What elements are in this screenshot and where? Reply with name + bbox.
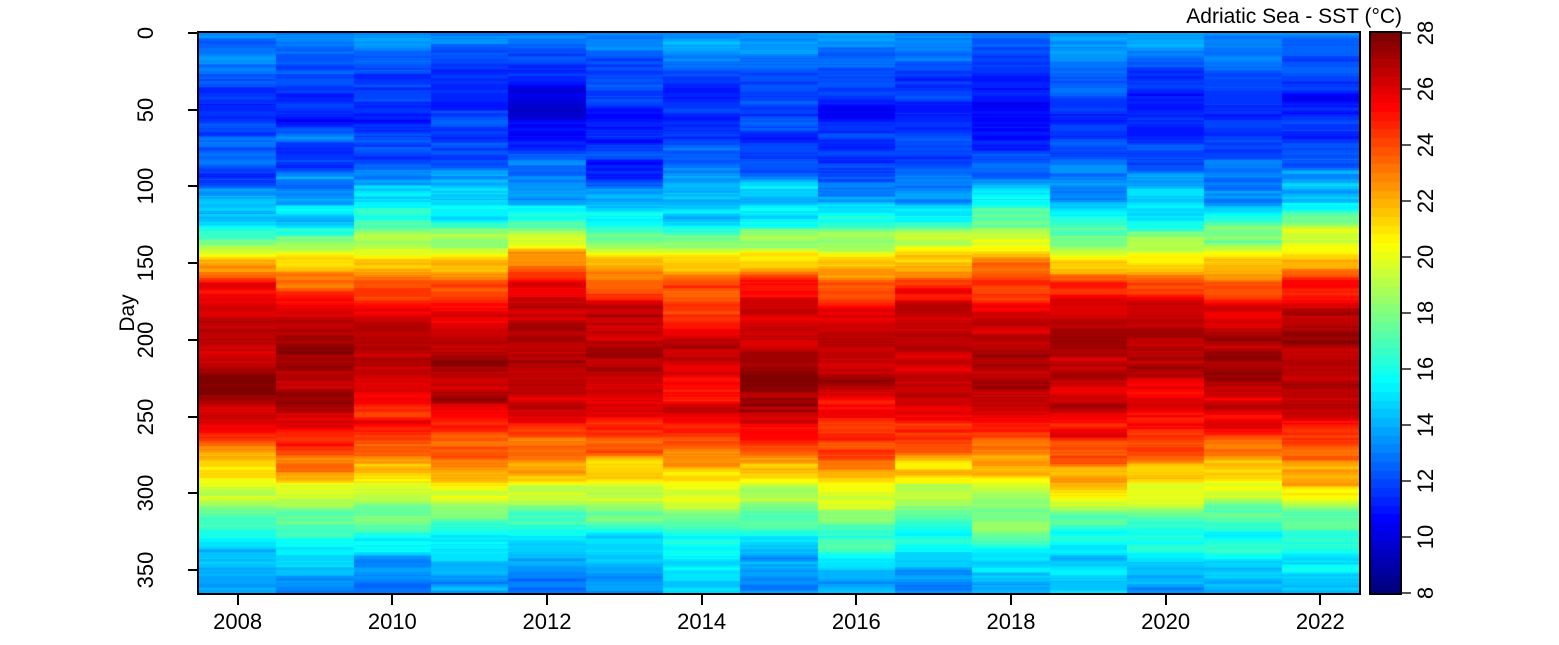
y-tick-label: 250 <box>133 398 158 435</box>
colorbar-tick <box>1402 32 1411 34</box>
y-tick <box>188 32 197 34</box>
colorbar-tick-label: 28 <box>1413 20 1438 46</box>
x-tick-label: 2010 <box>367 609 417 634</box>
y-tick <box>188 185 197 188</box>
colorbar-tick <box>1402 200 1411 202</box>
x-tick-label: 2016 <box>831 609 881 634</box>
y-axis-title: Day <box>116 294 139 332</box>
x-tick <box>1319 595 1322 605</box>
plot-frame <box>197 31 1361 595</box>
x-tick-label: 2012 <box>522 609 572 634</box>
colorbar-tick <box>1402 312 1411 314</box>
x-tick <box>1010 595 1012 605</box>
x-tick <box>1164 595 1167 605</box>
x-tick-label: 2008 <box>213 609 263 634</box>
colorbar-tick-label: 20 <box>1413 244 1438 270</box>
x-tick <box>855 595 858 605</box>
y-tick-label: 100 <box>133 168 158 205</box>
colorbar-tick <box>1402 480 1411 482</box>
heatmap-canvas <box>199 33 1359 593</box>
x-tick-label: 2020 <box>1141 609 1191 634</box>
colorbar-tick <box>1402 256 1411 258</box>
x-tick-label: 2022 <box>1295 609 1345 634</box>
colorbar-tick-label: 22 <box>1413 188 1438 214</box>
colorbar-tick-label: 24 <box>1413 132 1438 158</box>
x-tick-label: 2014 <box>677 609 727 634</box>
x-tick-label: 2018 <box>986 609 1036 634</box>
y-tick <box>188 338 197 341</box>
y-tick <box>188 568 197 571</box>
y-tick <box>188 108 197 111</box>
y-tick-label: 0 <box>133 26 158 40</box>
colorbar-tick <box>1402 368 1411 370</box>
y-tick <box>188 492 197 495</box>
colorbar-tick <box>1402 144 1411 146</box>
colorbar-tick <box>1402 424 1411 426</box>
colorbar-tick <box>1402 592 1411 594</box>
x-tick <box>700 595 703 605</box>
colorbar-tick-label: 26 <box>1413 76 1438 102</box>
colorbar-tick-label: 12 <box>1413 468 1438 494</box>
y-tick-label: 350 <box>133 551 158 589</box>
colorbar-tick-label: 10 <box>1413 524 1438 550</box>
colorbar-tick-label: 18 <box>1413 300 1438 326</box>
colorbar-tick-label: 8 <box>1413 586 1438 600</box>
colorbar-tick-label: 14 <box>1413 412 1438 438</box>
colorbar-tick <box>1402 88 1411 90</box>
y-tick-label: 150 <box>133 244 158 282</box>
colorbar-tick-label: 16 <box>1413 356 1438 382</box>
x-tick <box>546 595 548 605</box>
chart-title: Adriatic Sea - SST (°C) <box>1186 5 1402 28</box>
x-tick <box>236 595 239 605</box>
y-tick-label: 300 <box>133 474 158 512</box>
y-tick <box>188 415 197 418</box>
y-tick-label: 50 <box>133 97 158 122</box>
x-tick <box>391 595 394 605</box>
colorbar-frame <box>1369 31 1402 595</box>
colorbar-canvas <box>1371 33 1400 593</box>
y-tick <box>188 262 197 265</box>
colorbar-tick <box>1402 536 1411 538</box>
